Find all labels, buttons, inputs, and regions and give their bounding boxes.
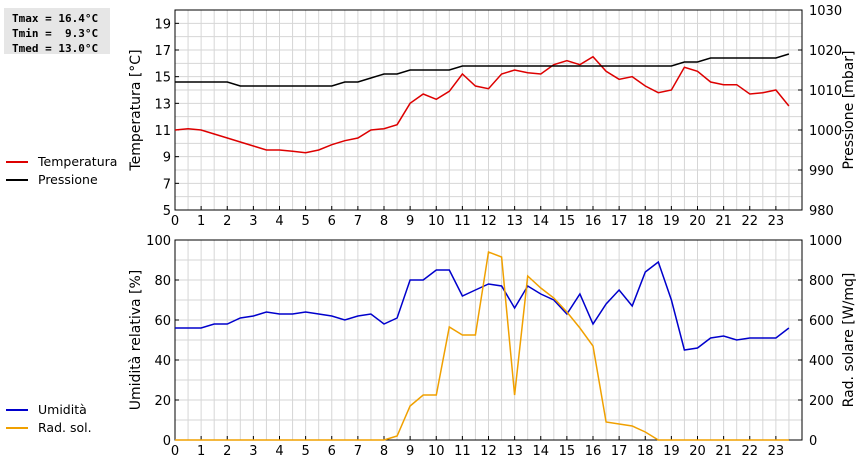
hum-rad-ytick-label: 0	[163, 434, 171, 449]
hum-rad-xtick-label: 23	[768, 444, 785, 459]
temp-press-xtick-label: 12	[480, 214, 497, 229]
temp-press-xtick-label: 15	[559, 214, 576, 229]
temp-press-y2tick-label: 1030	[809, 4, 842, 19]
temp-press-xtick-label: 18	[637, 214, 654, 229]
temp-press-ylabel: Temperatura [°C]	[128, 49, 144, 171]
stat-tmed: Tmed = 13.0°C	[12, 42, 99, 55]
hum-rad-ytick-label: 80	[154, 274, 171, 289]
temp-press-xtick-label: 9	[406, 214, 414, 229]
temp-press-ytick-label: 7	[163, 177, 171, 192]
temp-press-ytick-label: 5	[163, 204, 171, 219]
hum-rad-xtick-label: 13	[506, 444, 523, 459]
hum-rad-xtick-label: 7	[354, 444, 362, 459]
hum-rad-ytick-label: 60	[154, 314, 171, 329]
hum-rad-xtick-label: 10	[428, 444, 445, 459]
temp-press-y2tick-label: 1020	[809, 44, 842, 59]
temp-press-legend-label-1: Pressione	[38, 172, 98, 187]
hum-rad-xtick-label: 9	[406, 444, 414, 459]
hum-rad-legend-label-0: Umidità	[38, 402, 87, 417]
temp-press-xtick-label: 8	[380, 214, 388, 229]
temp-press-ytick-label: 15	[154, 71, 171, 86]
temp-press-series-0	[174, 55, 790, 154]
temp-press-xtick-label: 23	[768, 214, 785, 229]
temp-press-xtick-label: 7	[354, 214, 362, 229]
hum-rad-y2tick-label: 800	[809, 274, 834, 289]
temp-press-ytick-label: 17	[154, 44, 171, 59]
temp-press-y2label: Pressione [mbar]	[841, 50, 857, 169]
temp-press-xtick-label: 16	[585, 214, 602, 229]
temp-press-ytick-label: 19	[154, 17, 171, 32]
temp-press-ytick-label: 9	[163, 151, 171, 166]
temp-press-ytick-label: 11	[154, 124, 171, 139]
hum-rad-xtick-label: 19	[663, 444, 680, 459]
hum-rad-xtick-label: 3	[249, 444, 257, 459]
temp-press-xtick-label: 21	[715, 214, 732, 229]
hum-rad-xtick-label: 15	[559, 444, 576, 459]
temp-press-xtick-label: 14	[532, 214, 549, 229]
hum-rad-ytick-label: 100	[146, 234, 171, 249]
temp-press-xtick-label: 11	[454, 214, 471, 229]
hum-rad-legend-label-1: Rad. sol.	[38, 420, 92, 435]
temp-press-xtick-label: 17	[611, 214, 628, 229]
temp-press-y2tick-label: 1000	[809, 124, 842, 139]
hum-rad-y2tick-label: 0	[809, 434, 817, 449]
hum-rad-xtick-label: 18	[637, 444, 654, 459]
hum-rad-y2label: Rad. solare [W/mq]	[841, 273, 857, 408]
hum-rad-y2tick-label: 600	[809, 314, 834, 329]
hum-rad-xtick-label: 4	[275, 444, 283, 459]
stat-tmin: Tmin = 9.3°C	[12, 27, 99, 40]
stat-tmax: Tmax = 16.4°C	[12, 12, 99, 25]
temp-press-xtick-label: 6	[328, 214, 336, 229]
hum-rad-series-0	[175, 260, 790, 351]
hum-rad-ylabel: Umidità relativa [%]	[128, 270, 144, 411]
temp-press-xtick-label: 22	[741, 214, 758, 229]
temp-press-xtick-label: 13	[506, 214, 523, 229]
temp-press-xtick-label: 4	[275, 214, 283, 229]
hum-rad-xtick-label: 17	[611, 444, 628, 459]
hum-rad-xtick-label: 20	[689, 444, 706, 459]
temp-press-xtick-label: 10	[428, 214, 445, 229]
hum-rad-xtick-label: 8	[380, 444, 388, 459]
temp-press-ytick-label: 13	[154, 97, 171, 112]
temp-press-xtick-label: 5	[301, 214, 309, 229]
hum-rad-series-1	[175, 250, 789, 441]
hum-rad-ytick-label: 20	[154, 394, 171, 409]
temp-press-series-1	[175, 53, 790, 87]
hum-rad-xtick-label: 22	[741, 444, 758, 459]
temp-press-y2tick-label: 990	[809, 164, 834, 179]
hum-rad-xtick-label: 14	[532, 444, 549, 459]
hum-rad-xtick-label: 0	[171, 444, 179, 459]
temp-press-xtick-label: 0	[171, 214, 179, 229]
hum-rad-xtick-label: 5	[301, 444, 309, 459]
temp-press-xtick-label: 3	[249, 214, 257, 229]
hum-rad-y2tick-label: 1000	[809, 234, 842, 249]
hum-rad-y2tick-label: 200	[809, 394, 834, 409]
temp-press-xtick-label: 19	[663, 214, 680, 229]
hum-rad-xtick-label: 21	[715, 444, 732, 459]
temp-press-xtick-label: 1	[197, 214, 205, 229]
temp-press-xtick-label: 2	[223, 214, 231, 229]
hum-rad-ytick-label: 40	[154, 354, 171, 369]
stats-box: Tmax = 16.4°C Tmin = 9.3°C Tmed = 13.0°C	[4, 8, 110, 55]
temp-press-legend-label-0: Temperatura	[37, 154, 117, 169]
temp-press-y2tick-label: 980	[809, 204, 834, 219]
hum-rad-xtick-label: 12	[480, 444, 497, 459]
temp-press-xtick-label: 20	[689, 214, 706, 229]
hum-rad-xtick-label: 2	[223, 444, 231, 459]
hum-rad-y2tick-label: 400	[809, 354, 834, 369]
temp-press-y2tick-label: 1010	[809, 84, 842, 99]
hum-rad-xtick-label: 6	[328, 444, 336, 459]
hum-rad-xtick-label: 11	[454, 444, 471, 459]
hum-rad-xtick-label: 1	[197, 444, 205, 459]
hum-rad-xtick-label: 16	[585, 444, 602, 459]
